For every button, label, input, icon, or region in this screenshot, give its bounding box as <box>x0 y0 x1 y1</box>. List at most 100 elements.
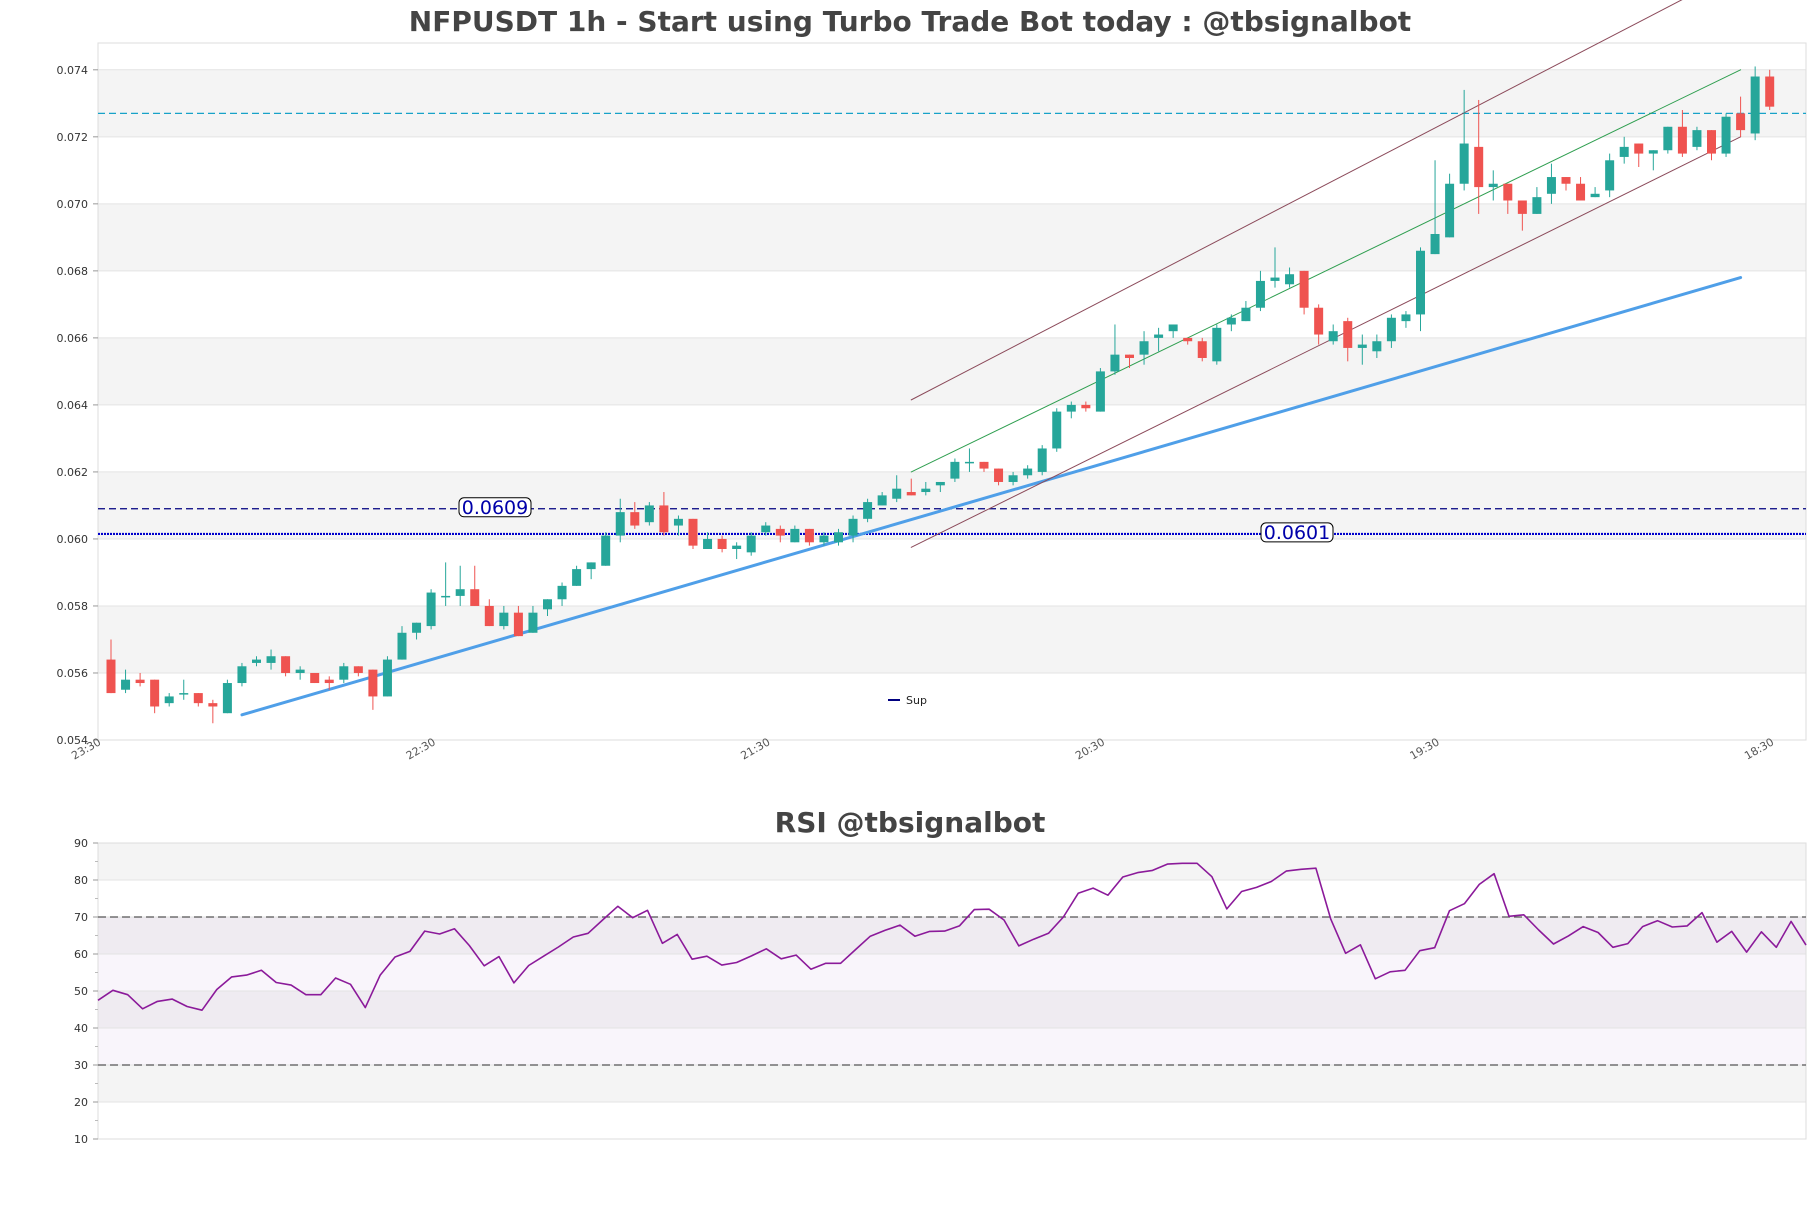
trend-line <box>910 69 1742 473</box>
candle-body <box>310 672 320 684</box>
price-grid-band <box>98 69 1806 137</box>
price-y-tick-label: 0.054 <box>57 734 89 747</box>
price-y-tick-label: 0.056 <box>57 667 89 680</box>
candle-body <box>557 585 567 600</box>
price-grid-band <box>98 203 1806 271</box>
candle-body <box>688 518 698 546</box>
price-y-tick-label: 0.070 <box>57 198 89 211</box>
candle-body <box>179 693 189 695</box>
rsi-grid-band <box>98 917 1806 954</box>
level-label-text: 0.0609 <box>462 497 528 519</box>
rsi-y-tick-label: 80 <box>74 874 88 887</box>
candle-body <box>1445 183 1455 238</box>
candle-body <box>1765 76 1775 107</box>
candle-body <box>863 502 873 519</box>
candle-body <box>834 532 843 543</box>
candle-body <box>572 569 582 586</box>
rsi-line <box>97 862 1807 1012</box>
candle-body <box>1008 475 1018 482</box>
candle-body <box>266 656 276 663</box>
candle-body <box>1183 337 1193 342</box>
candle-body <box>746 535 756 553</box>
candle-body <box>1357 344 1367 348</box>
candle-body <box>1168 324 1178 332</box>
rsi-y-tick-label: 90 <box>74 837 88 850</box>
candle-body <box>775 528 785 536</box>
candle-body <box>1125 354 1134 358</box>
rsi-y-tick-label: 50 <box>74 985 88 998</box>
candle-body <box>935 481 945 486</box>
candle-body <box>1343 321 1353 348</box>
candle-body <box>324 679 334 684</box>
candle-body <box>543 599 552 610</box>
rsi-y-tick-label: 70 <box>74 911 88 924</box>
price-grid-band <box>98 337 1806 405</box>
candle-body <box>877 495 887 506</box>
trend-line <box>910 0 1683 401</box>
candle-body <box>717 538 727 549</box>
candle-body <box>1692 130 1702 147</box>
candle-body <box>484 605 494 627</box>
candle-body <box>1052 411 1062 449</box>
candle-body <box>193 693 203 704</box>
candle-body <box>295 669 305 673</box>
candle-body <box>121 679 131 690</box>
candle-body <box>1066 404 1076 412</box>
candle-body <box>106 659 116 694</box>
rsi-y-tick-label: 30 <box>74 1059 88 1072</box>
candle-body <box>1023 468 1033 476</box>
candle-body <box>586 562 596 570</box>
candle-body <box>1430 234 1440 255</box>
level-label-box <box>1260 522 1334 543</box>
candle-body <box>703 538 713 549</box>
candle-body <box>135 679 145 684</box>
candle-body <box>1488 183 1498 188</box>
candle-body <box>1619 146 1629 157</box>
candle-body <box>339 666 349 680</box>
price-plot-frame <box>97 42 1807 741</box>
candle-body <box>848 518 858 536</box>
candle-body <box>1270 277 1280 281</box>
candle-body <box>1386 317 1396 342</box>
candle-body <box>1285 274 1295 285</box>
candle-body <box>382 659 392 697</box>
candle-body <box>906 492 916 496</box>
candle-body <box>630 512 640 526</box>
candle-body <box>819 535 829 543</box>
rsi-grid-band <box>98 843 1806 880</box>
candle-body <box>1459 143 1469 184</box>
candle-body <box>513 612 523 637</box>
candle-body <box>644 505 654 523</box>
rsi-y-tick-label: 10 <box>74 1133 88 1146</box>
rsi-y-tick-label: 20 <box>74 1096 88 1109</box>
candle-body <box>761 525 771 533</box>
candle-body <box>659 505 669 533</box>
rsi-chart-title: RSI @tbsignalbot <box>775 806 1046 839</box>
price-y-tick-label: 0.074 <box>57 64 89 77</box>
candle-body <box>1634 143 1644 154</box>
price-y-tick-label: 0.072 <box>57 131 89 144</box>
price-y-tick-label: 0.062 <box>57 466 89 479</box>
candle-body <box>412 622 422 633</box>
candle-body <box>1212 327 1222 362</box>
price-y-tick-label: 0.060 <box>57 533 89 546</box>
candle-body <box>499 612 509 627</box>
candle-body <box>208 703 218 707</box>
candle-body <box>1503 183 1513 201</box>
candle-body <box>1736 113 1746 131</box>
candle-body <box>455 589 465 596</box>
candle-body <box>368 669 378 697</box>
candle-body <box>164 696 174 704</box>
price-y-tick-label: 0.058 <box>57 600 89 613</box>
candle-body <box>804 528 814 543</box>
candle-body <box>1401 314 1411 322</box>
candle-body <box>1372 341 1382 352</box>
candle-body <box>1576 183 1586 201</box>
candle-body <box>1255 280 1265 308</box>
candle-body <box>1677 126 1687 154</box>
level-label-box <box>458 497 532 518</box>
candle-body <box>1517 200 1527 214</box>
candle-body <box>1110 354 1120 372</box>
candle-body <box>1197 341 1207 358</box>
